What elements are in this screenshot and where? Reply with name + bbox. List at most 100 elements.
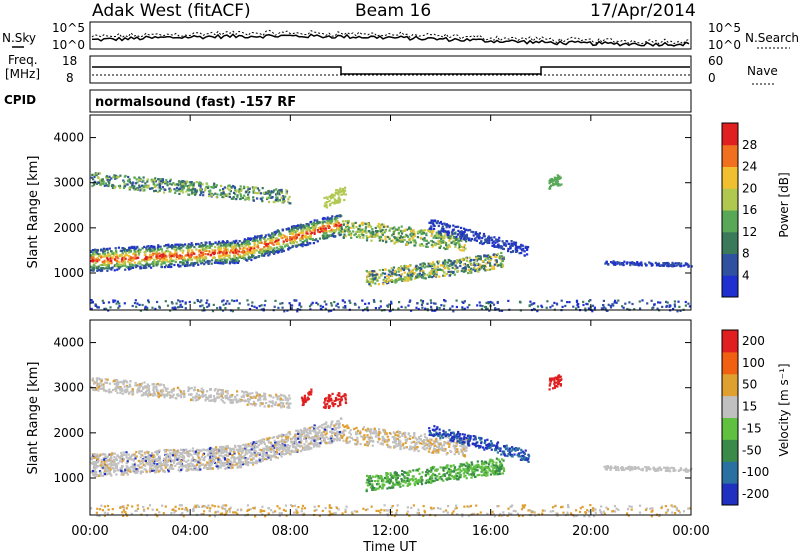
power-cell — [437, 269, 439, 271]
velocity-cell — [212, 468, 214, 470]
power-cell — [210, 186, 212, 188]
velocity-cell — [224, 457, 226, 459]
power-cell — [143, 176, 145, 178]
power-cell — [121, 258, 123, 260]
power-cell — [505, 240, 507, 242]
power-cell — [448, 237, 450, 239]
power-cell — [272, 196, 274, 198]
power-cell — [584, 308, 586, 310]
power-cell — [201, 257, 203, 259]
power-cell — [392, 227, 394, 229]
velocity-cell — [310, 441, 312, 443]
freq-trace — [92, 67, 690, 74]
power-cell — [553, 302, 555, 304]
power-cell — [430, 306, 432, 308]
velocity-cell — [145, 460, 147, 462]
power-cell — [185, 255, 187, 257]
power-cell — [342, 190, 344, 192]
power-cell — [289, 202, 291, 204]
velocity-cell — [125, 454, 127, 456]
power-cell — [92, 178, 94, 180]
power-cell — [323, 232, 325, 234]
power-cell — [483, 235, 485, 237]
power-cell — [340, 194, 342, 196]
power-cell — [588, 300, 590, 302]
power-cell — [226, 193, 228, 195]
power-cell — [145, 251, 147, 253]
power-cell — [312, 226, 314, 228]
power-cell — [200, 299, 202, 301]
power-cell — [254, 242, 256, 244]
power-cell — [461, 230, 463, 232]
power-cell — [334, 194, 336, 196]
power-cell — [395, 279, 397, 281]
power-cell — [462, 302, 464, 304]
power-cell — [475, 257, 477, 259]
velocity-cell — [168, 468, 170, 470]
velocity-cell — [141, 450, 143, 452]
power-cell — [180, 247, 182, 249]
cpid-panel: CPID normalsound (fast) -157 RF — [4, 90, 691, 112]
power-cell — [202, 252, 204, 254]
power-cell — [366, 235, 368, 237]
power-cell — [104, 255, 106, 257]
power-cell — [487, 269, 489, 271]
power-cell — [183, 256, 185, 258]
power-cell — [336, 224, 338, 226]
power-cell — [387, 306, 389, 308]
power-cell — [205, 257, 207, 259]
velocity-cell — [116, 469, 118, 471]
power-cell — [434, 243, 436, 245]
power-cell — [493, 244, 495, 246]
power-cell — [519, 301, 521, 303]
power-cell — [215, 262, 217, 264]
power-cell — [231, 198, 233, 200]
power-cell — [120, 264, 122, 266]
power-cell — [508, 243, 510, 245]
velocity-cell — [206, 467, 208, 469]
power-cell — [499, 257, 501, 259]
power-cell — [424, 308, 426, 310]
power-cell — [96, 183, 98, 185]
power-cell — [241, 251, 243, 253]
power-cell — [160, 180, 162, 182]
freq-tick-bottom: 8 — [66, 71, 74, 85]
velocity-cell — [117, 462, 119, 464]
power-cell — [201, 254, 203, 256]
velocity-cell — [94, 461, 96, 463]
power-cell — [244, 247, 246, 249]
power-cell — [377, 225, 379, 227]
velocity-cell — [103, 459, 105, 461]
power-cell — [256, 192, 258, 194]
power-cell — [675, 265, 677, 267]
power-cell — [382, 269, 384, 271]
power-cell — [213, 304, 215, 306]
power-cell — [153, 183, 155, 185]
power-cell — [338, 232, 340, 234]
velocity-cell — [146, 463, 148, 465]
power-cell — [182, 250, 184, 252]
velocity-cell — [151, 452, 153, 454]
velocity-cell — [159, 456, 161, 458]
power-cell — [291, 307, 293, 309]
power-cell — [200, 242, 202, 244]
velocity-cell — [164, 449, 166, 451]
freq-label-1: Freq. — [8, 53, 38, 67]
power-cell — [394, 237, 396, 239]
power-cell — [398, 227, 400, 229]
power-cell — [329, 200, 331, 202]
power-cell — [125, 252, 127, 254]
power-cell — [224, 307, 226, 309]
power-cell — [494, 264, 496, 266]
velocity-cell — [137, 465, 139, 467]
velocity-cell — [233, 458, 235, 460]
power-cell — [388, 303, 390, 305]
power-cell — [264, 304, 266, 306]
power-cell — [90, 254, 92, 256]
power-cell — [114, 269, 116, 271]
power-cell — [219, 254, 221, 256]
velocity-cell — [201, 456, 203, 458]
velocity-cell — [196, 464, 198, 466]
power-cell — [446, 223, 448, 225]
